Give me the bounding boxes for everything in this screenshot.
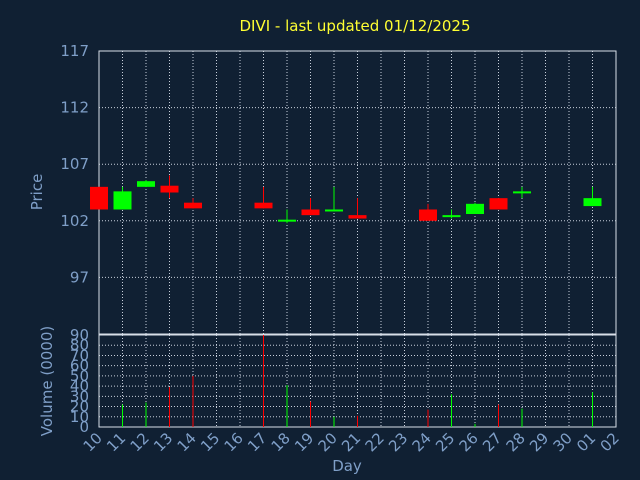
- volume-tick-label: 10: [70, 408, 89, 426]
- volume-tick-label: 20: [70, 398, 89, 416]
- candle-body: [254, 202, 273, 209]
- chart-title: DIVI - last updated 01/12/2025: [239, 17, 470, 35]
- volume-axis-label: Volume (0000): [38, 326, 56, 436]
- candle-body: [278, 219, 296, 222]
- candle-body: [513, 191, 531, 194]
- candle-body: [419, 209, 437, 221]
- price-tick-label: 107: [60, 155, 89, 173]
- volume-tick-label: 60: [70, 357, 89, 375]
- candle-body: [90, 186, 108, 210]
- price-axis-label: Price: [28, 174, 46, 211]
- price-tick-label: 112: [60, 99, 89, 117]
- price-tick-label: 117: [60, 42, 89, 60]
- candle-body: [113, 191, 132, 210]
- price-tick-label: 102: [60, 212, 89, 230]
- candle-body: [301, 209, 320, 216]
- candle-body: [325, 209, 343, 212]
- candle-body: [466, 203, 484, 215]
- price-panel: 97 102 107 112 117: [60, 42, 617, 335]
- volume-tick-label: 50: [70, 367, 89, 385]
- candle-body: [583, 198, 602, 207]
- candle-body: [184, 202, 202, 209]
- volume-tick-label: 90: [70, 326, 89, 344]
- candle-body: [348, 215, 367, 219]
- volume-tick-label: 0: [79, 418, 89, 436]
- x-axis-label: Day: [332, 457, 362, 475]
- volume-tick-label: 80: [70, 336, 89, 354]
- volume-tick-label: 30: [70, 387, 89, 405]
- candle-body: [137, 181, 155, 187]
- candle-body: [442, 215, 461, 218]
- volume-tick-label: 70: [70, 346, 89, 364]
- candle-body: [489, 198, 508, 210]
- price-tick-label: 97: [70, 268, 89, 286]
- candle-body: [160, 185, 179, 193]
- volume-tick-label: 40: [70, 377, 89, 395]
